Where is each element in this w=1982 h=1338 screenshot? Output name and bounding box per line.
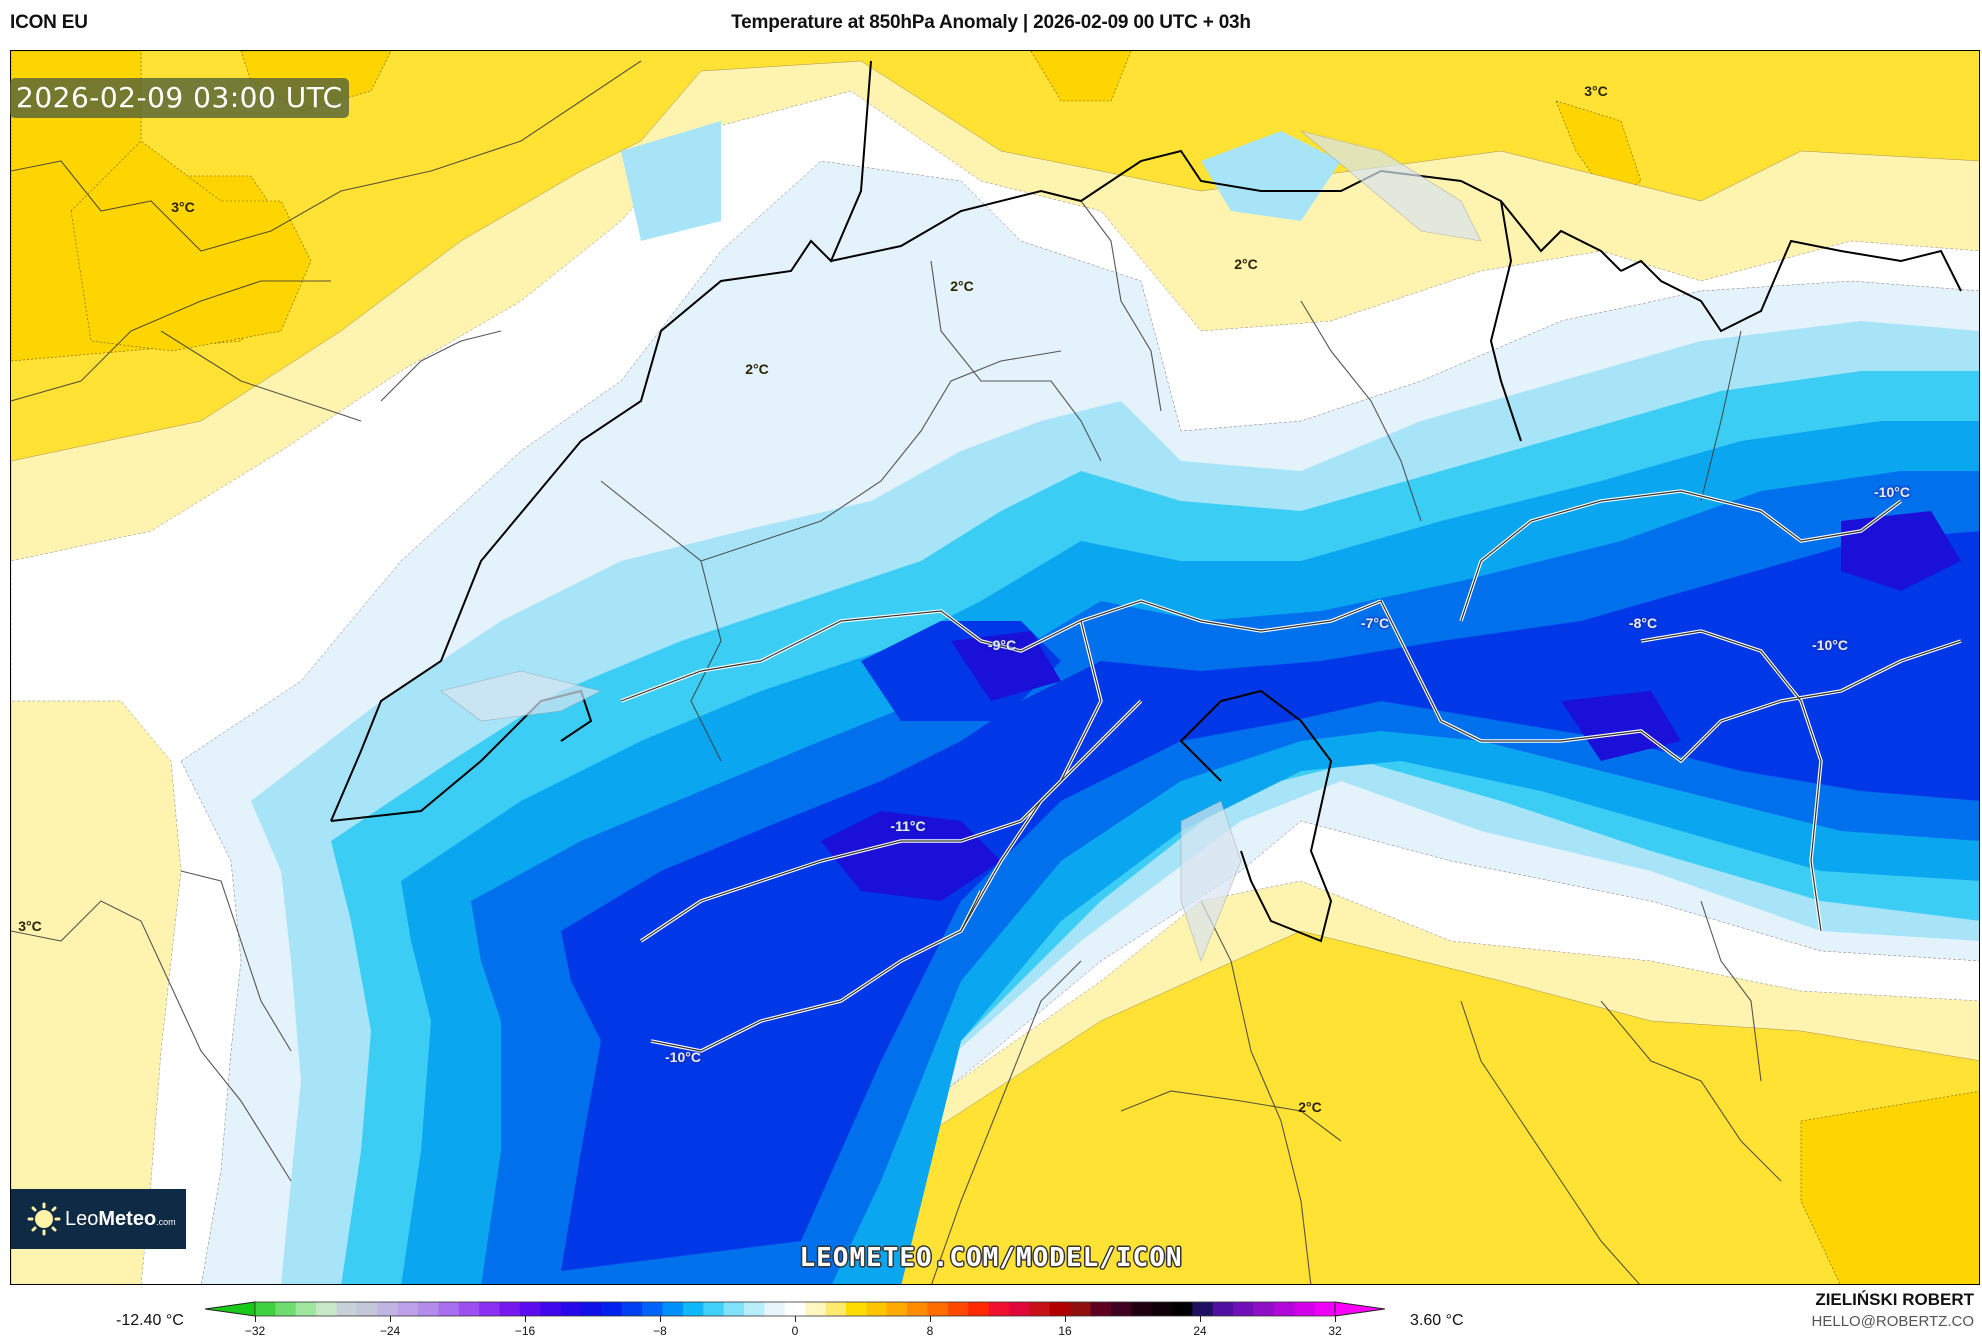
colorbar-tick-mark <box>795 1316 796 1322</box>
valid-time-badge: 2026-02-09 03:00 UTC <box>10 78 349 118</box>
colorbar-tick-mark <box>660 1316 661 1322</box>
colorbar-tick-label: 8 <box>926 1324 934 1338</box>
contour-label: -8°C <box>1628 615 1658 631</box>
colorbar-tick-mark <box>1335 1316 1336 1322</box>
contour-label: 3°C <box>18 918 42 934</box>
colorbar-tick-mark <box>930 1316 931 1322</box>
watermark-url: LEOMETEO.COM/MODEL/ICON <box>799 1243 1183 1273</box>
colorbar-max-value: 3.60 °C <box>1410 1312 1464 1329</box>
colorbar-tick-mark <box>1200 1316 1201 1322</box>
colorbar-tick-mark <box>1065 1316 1066 1322</box>
contour-label: -10°C <box>1874 484 1910 500</box>
anomaly-field <box>11 51 1979 1284</box>
contour-label: 2°C <box>950 278 974 294</box>
colorbar-tick-label: −16 <box>514 1324 536 1338</box>
contour-label: 2°C <box>1234 256 1258 272</box>
colorbar-tick-label: −8 <box>653 1324 667 1338</box>
colorbar-tick-label: −32 <box>244 1324 266 1338</box>
contour-label: 2°C <box>745 361 769 377</box>
contour-label: -10°C <box>665 1049 701 1065</box>
contour-label: -11°C <box>890 818 926 834</box>
colorbar-tick-mark <box>390 1316 391 1322</box>
colorbar-tick-label: 0 <box>791 1324 799 1338</box>
contour-label: 2°C <box>1298 1099 1322 1115</box>
colorbar-tick-label: 16 <box>1058 1324 1072 1338</box>
colorbar-tick-label: 24 <box>1193 1324 1207 1338</box>
author-credit: ZIELIŃSKI ROBERT HELLO@ROBERTZ.CO <box>1812 1290 1974 1330</box>
chart-title: Temperature at 850hPa Anomaly | 2026-02-… <box>731 12 1251 33</box>
contour-label: -9°C <box>987 637 1017 653</box>
colorbar-tick-label: 32 <box>1328 1324 1342 1338</box>
author-name: ZIELIŃSKI ROBERT <box>1815 1290 1974 1309</box>
colorbar-tick-mark <box>255 1316 256 1322</box>
author-email[interactable]: HELLO@ROBERTZ.CO <box>1811 1313 1974 1330</box>
logo-text: LeoMeteo.com <box>65 1207 176 1230</box>
model-name: ICON EU <box>10 12 88 33</box>
contour-label: 3°C <box>171 199 195 215</box>
contour-label: 3°C <box>1584 83 1608 99</box>
map-canvas[interactable] <box>10 50 1980 1285</box>
colorbar-min-value: -12.40 °C <box>116 1312 184 1329</box>
contour-label: -7°C <box>1360 615 1390 631</box>
colorbar-tick-label: −24 <box>379 1324 401 1338</box>
contour-label: -10°C <box>1812 637 1848 653</box>
sun-icon <box>27 1202 61 1236</box>
colorbar-tick-mark <box>525 1316 526 1322</box>
leometeo-logo[interactable]: LeoMeteo.com <box>11 1189 186 1249</box>
